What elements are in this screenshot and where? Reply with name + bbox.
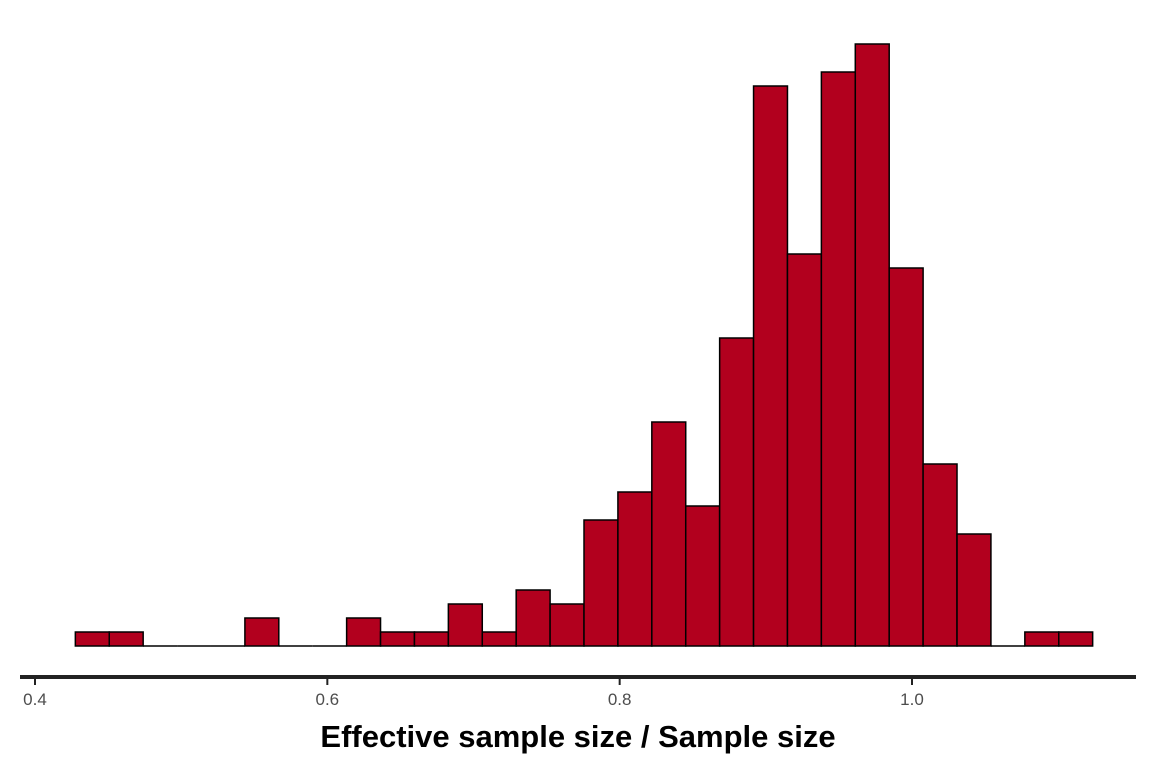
histogram-bar-10 <box>413 631 450 647</box>
histogram-bar-26 <box>956 533 992 647</box>
histogram-bar-29 <box>1058 631 1094 647</box>
histogram-bar-1 <box>108 631 144 647</box>
histogram-bar-5 <box>244 617 280 647</box>
x-tick-label-2: 0.8 <box>608 690 632 709</box>
x-axis-title: Effective sample size / Sample size <box>320 719 835 754</box>
histogram-bar-28 <box>1024 631 1060 647</box>
histogram-bar-14 <box>549 603 585 647</box>
histogram-bars <box>74 43 1094 647</box>
histogram-bar-18 <box>684 505 721 647</box>
histogram-bar-16 <box>617 491 653 647</box>
histogram-bar-0 <box>74 631 111 647</box>
x-tick-label-1: 0.6 <box>316 690 340 709</box>
histogram-bar-12 <box>481 631 517 647</box>
histogram-bar-23 <box>854 43 890 647</box>
histogram-bar-13 <box>515 589 551 647</box>
histogram-bar-8 <box>345 617 382 647</box>
histogram-bar-21 <box>786 253 823 647</box>
x-tick-label-0: 0.4 <box>23 690 47 709</box>
histogram-bar-19 <box>718 337 755 647</box>
x-tick-label-3: 1.0 <box>900 690 924 709</box>
histogram-bar-20 <box>752 85 789 647</box>
histogram-bar-25 <box>922 463 958 647</box>
histogram-bar-11 <box>447 603 484 647</box>
histogram-bar-15 <box>583 519 619 647</box>
histogram-bar-24 <box>888 267 924 647</box>
histogram-bar-17 <box>651 421 687 647</box>
histogram-bar-9 <box>379 631 416 647</box>
x-axis-ticks: 0.4 0.6 0.8 1.0 <box>23 679 924 709</box>
histogram-bar-22 <box>820 71 857 647</box>
